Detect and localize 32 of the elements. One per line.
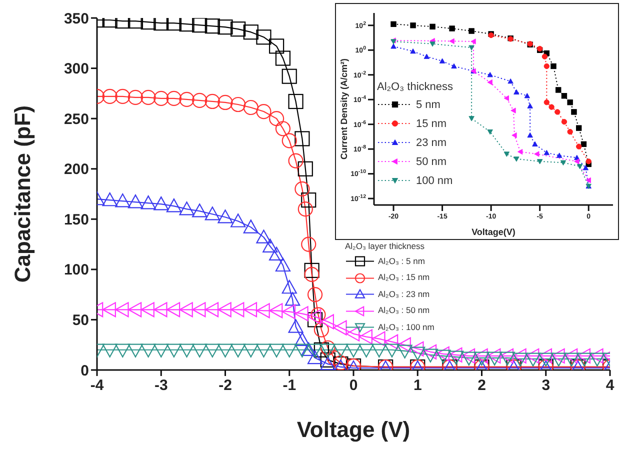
x-axis-title: Voltage (V) xyxy=(296,417,410,442)
x-tick-label: -2 xyxy=(218,377,232,394)
y-tick-label: 300 xyxy=(64,60,89,78)
x-tick-label: -4 xyxy=(90,377,104,394)
legend-label: Al₂O₃ : 15 nm xyxy=(378,272,430,283)
y-tick-label: 200 xyxy=(64,161,89,178)
y-tick-label: 100 xyxy=(64,262,89,279)
legend-label: Al₂O₃ : 100 nm xyxy=(378,322,434,332)
legend-title: Al₂O₃ layer thickness xyxy=(345,241,426,252)
y-axis-title: Current Density (A/cm²) xyxy=(339,58,350,160)
legend-label: 50 nm xyxy=(416,156,447,168)
x-axis-title: Voltage(V) xyxy=(472,227,516,237)
legend-label: Al₂O₃ : 50 nm xyxy=(378,305,430,316)
y-tick-label: 50 xyxy=(72,312,89,329)
legend-label: 23 nm xyxy=(416,136,447,149)
legend-label: 15 nm xyxy=(416,118,447,130)
x-tick-label: 1 xyxy=(413,377,422,394)
y-tick-label: 350 xyxy=(64,10,89,28)
x-tick-label: 4 xyxy=(606,377,615,394)
x-tick-label: 3 xyxy=(542,377,550,394)
x-tick-label: -3 xyxy=(154,377,168,394)
legend-label: Al₂O₃ : 5 nm xyxy=(378,256,425,266)
legend-title: Al₂O₃ thickness xyxy=(377,81,453,94)
x-tick-label: 2 xyxy=(478,377,486,394)
y-tick-label: 250 xyxy=(64,110,89,128)
legend-label: Al₂O₃ : 23 nm xyxy=(378,288,430,300)
y-axis-title: Capacitance (pF) xyxy=(10,105,35,283)
y-tick-label: 0 xyxy=(80,362,89,380)
x-tick-label: -1 xyxy=(282,377,296,394)
legend-label: 100 nm xyxy=(416,174,453,187)
y-tick-label: 150 xyxy=(64,211,89,228)
legend-label: 5 nm xyxy=(416,98,440,111)
